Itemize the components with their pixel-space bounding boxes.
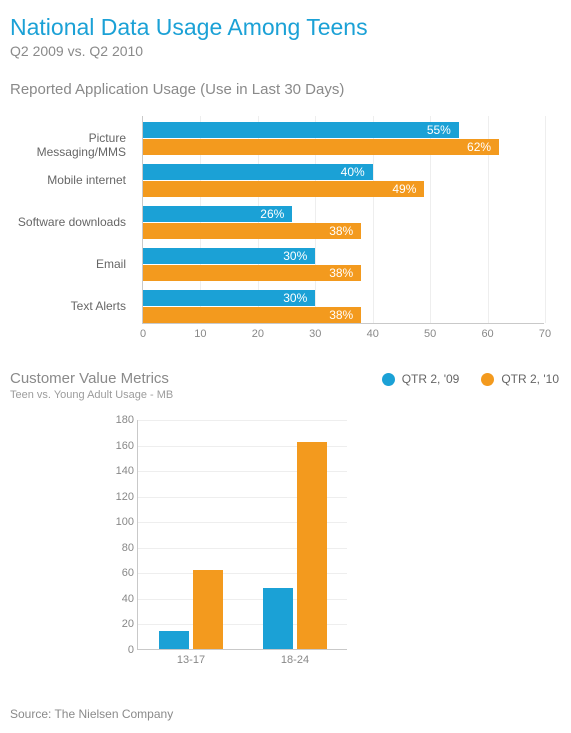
section1-title: Reported Application Usage (Use in Last …: [10, 81, 561, 98]
chart2-ytick: 0: [108, 644, 134, 656]
chart2-ytick: 80: [108, 542, 134, 554]
chart1-bar-label: 38%: [329, 265, 353, 281]
chart1-xtick: 0: [140, 328, 146, 340]
chart1-bar: 30%: [143, 248, 315, 264]
chart1-bar-label: 38%: [329, 307, 353, 323]
page-subtitle: Q2 2009 vs. Q2 2010: [10, 43, 561, 59]
chart1-bar: 49%: [143, 181, 424, 197]
section2-subtitle: Teen vs. Young Adult Usage - MB: [10, 389, 173, 401]
chart1-xtick: 70: [539, 328, 551, 340]
chart1-category-label: Picture Messaging/MMS: [10, 131, 134, 159]
legend-swatch: [481, 373, 494, 386]
chart1-xtick: 30: [309, 328, 321, 340]
section2-title: Customer Value Metrics: [10, 370, 173, 387]
chart2-ytick: 160: [108, 440, 134, 452]
page-title: National Data Usage Among Teens: [10, 14, 561, 41]
chart2-ytick: 120: [108, 491, 134, 503]
chart1-bar: 38%: [143, 265, 361, 281]
chart2-ytick: 180: [108, 414, 134, 426]
legend-item: QTR 2, '10: [481, 372, 559, 386]
chart2-bar: [193, 570, 223, 649]
chart2-ytick: 40: [108, 593, 134, 605]
chart1-bar: 30%: [143, 290, 315, 306]
chart2-category-label: 18-24: [281, 654, 309, 666]
chart1-bar-label: 55%: [427, 122, 451, 138]
chart2-ytick: 140: [108, 465, 134, 477]
chart2-ytick: 20: [108, 618, 134, 630]
chart2-bar: [297, 442, 327, 649]
chart1-bar: 62%: [143, 139, 499, 155]
chart1-xtick: 20: [252, 328, 264, 340]
legend: QTR 2, '09 QTR 2, '10: [382, 372, 559, 386]
chart1-category-label: Text Alerts: [10, 299, 134, 313]
chart1-xtick: 50: [424, 328, 436, 340]
chart1-bar-label: 26%: [260, 206, 284, 222]
chart1-bar: 26%: [143, 206, 292, 222]
chart2-bar: [159, 631, 189, 649]
legend-item: QTR 2, '09: [382, 372, 460, 386]
legend-swatch: [382, 373, 395, 386]
chart1-bar: 38%: [143, 307, 361, 323]
chart1-xtick: 40: [367, 328, 379, 340]
chart1-bar-label: 62%: [467, 139, 491, 155]
chart1-category-label: Email: [10, 257, 134, 271]
chart1-category-label: Mobile internet: [10, 173, 134, 187]
chart1-bar: 40%: [143, 164, 373, 180]
source-text: Source: The Nielsen Company: [10, 707, 173, 721]
chart1: 0 10 20 30 40 50 60 70 55% 62% 40% 49% 26% 38% 30% 38% 3…: [10, 116, 560, 356]
chart1-bar: 55%: [143, 122, 459, 138]
chart1-bar: 38%: [143, 223, 361, 239]
chart1-xtick: 60: [481, 328, 493, 340]
chart1-bar-label: 30%: [283, 290, 307, 306]
legend-label: QTR 2, '09: [402, 372, 460, 386]
chart1-xtick: 10: [194, 328, 206, 340]
chart1-category-label: Software downloads: [10, 215, 134, 229]
legend-label: QTR 2, '10: [501, 372, 559, 386]
chart1-bar-label: 38%: [329, 223, 353, 239]
chart2: 0 20 40 60 80 100 120 140 160 180 13-17 18-24: [105, 412, 355, 672]
chart2-bar: [263, 588, 293, 649]
chart1-bar-label: 49%: [392, 181, 416, 197]
chart2-ytick: 60: [108, 567, 134, 579]
chart1-bar-label: 30%: [283, 248, 307, 264]
chart1-bar-label: 40%: [341, 164, 365, 180]
section2-header: Customer Value Metrics Teen vs. Young Ad…: [10, 370, 173, 401]
chart2-category-label: 13-17: [177, 654, 205, 666]
chart2-ytick: 100: [108, 516, 134, 528]
